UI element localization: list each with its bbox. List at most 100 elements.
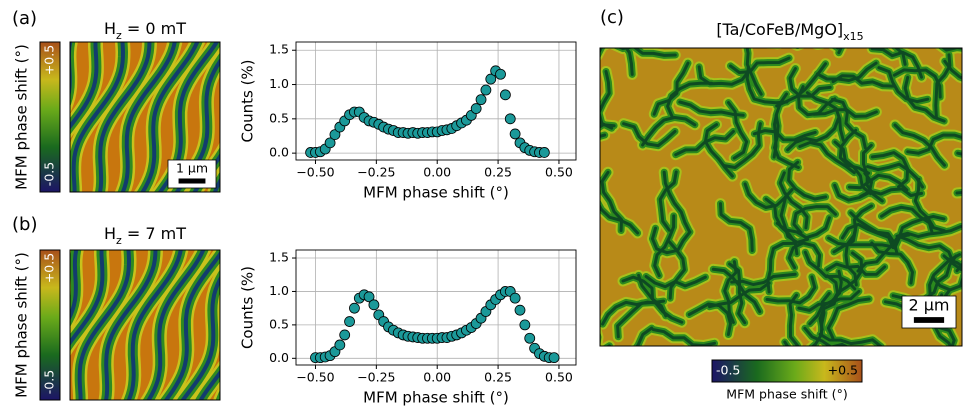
domain [584, 327, 598, 388]
domain [728, 262, 747, 325]
colorbar [39, 41, 61, 193]
colorbar-min: -0.5 [42, 162, 57, 186]
domain [945, 257, 962, 269]
data-point [514, 304, 526, 316]
domain [818, 332, 883, 346]
panel-label: (a) [12, 8, 37, 29]
annotations: (a) Hz = 0 mT +0.5 -0.5 MFM phase shift (°) 1… [12, 7, 957, 407]
domain [641, 116, 697, 147]
domain [622, 122, 677, 148]
colorbar-label: MFM phase shift (°) [726, 387, 847, 402]
domain [787, 160, 828, 201]
x-tick-label: −0.50 [296, 165, 334, 180]
y-tick-label: 1.0 [269, 283, 289, 298]
y-tick-label: 0.5 [269, 316, 289, 331]
data-point [504, 113, 516, 125]
x-tick-label: 0.25 [484, 165, 512, 180]
domain [600, 70, 614, 130]
data-point [524, 332, 536, 344]
colorbar-max: +0.5 [42, 253, 57, 283]
colorbar-max: +0.5 [828, 363, 858, 378]
plot-frame [295, 249, 577, 366]
domain [617, 48, 677, 57]
domain [180, 275, 220, 400]
x-tick-label: 0.50 [545, 165, 573, 180]
data-point [548, 352, 560, 364]
panel-label: (c) [600, 7, 624, 28]
domain [600, 170, 623, 232]
image-frame [69, 249, 221, 401]
domain [765, 275, 817, 305]
data-point [349, 302, 360, 314]
y-tick-label: 1.5 [269, 42, 289, 57]
y-axis-label: Counts (%) [239, 59, 257, 142]
x-tick-label: 0.00 [423, 165, 451, 180]
y-tick-label: 0.0 [269, 145, 289, 160]
domain [727, 101, 749, 160]
data-point [480, 84, 492, 96]
colorbar-max: +0.5 [42, 45, 57, 75]
domain [652, 61, 690, 116]
domain [70, 42, 99, 130]
domain [730, 272, 797, 286]
x-tick-label: 0.00 [423, 370, 451, 385]
data-point [509, 292, 521, 304]
scalebar [178, 178, 206, 184]
domain [146, 250, 206, 400]
colorbar [711, 359, 863, 383]
data-point [324, 137, 336, 149]
scatter-chart: −0.50 −0.25 0.00 0.25 0.50 0.0 0.5 1.0 1.5 MFM ph… [239, 250, 577, 407]
domain [856, 233, 911, 273]
data-point [470, 103, 482, 114]
domain [600, 331, 602, 346]
domain [870, 151, 910, 189]
data-point [475, 94, 487, 106]
x-tick-label: 0.50 [545, 370, 573, 385]
domain [870, 241, 914, 285]
domain [892, 68, 942, 99]
domain [913, 177, 946, 233]
domain [708, 281, 771, 309]
domain [644, 275, 707, 289]
domain [674, 129, 735, 157]
domain [600, 133, 607, 138]
domain [678, 100, 745, 117]
domain [729, 56, 791, 74]
domain [788, 293, 799, 346]
domain [70, 250, 105, 347]
domain [844, 223, 858, 287]
title-rest: = 7 mT [122, 224, 186, 243]
colorbar-label: MFM phase shift (°) [13, 252, 31, 398]
domain [786, 116, 840, 152]
domain [703, 123, 734, 178]
data-point [363, 291, 375, 303]
domain [666, 81, 714, 118]
domain [840, 222, 895, 249]
domain [77, 250, 132, 400]
domain [752, 129, 817, 142]
image-frame [599, 47, 963, 347]
data-point [339, 329, 351, 341]
domain [658, 170, 678, 232]
domain [877, 66, 930, 104]
domain [866, 162, 924, 189]
domain [779, 192, 810, 244]
panel-title: Hz = 7 mT [104, 224, 186, 247]
colorbar-min: -0.5 [42, 370, 57, 394]
domain [600, 203, 640, 235]
domain [862, 143, 884, 203]
domain [931, 275, 962, 292]
domain [831, 74, 896, 88]
domain [722, 122, 762, 169]
domain [723, 260, 738, 324]
image-frame [69, 41, 221, 193]
domain [140, 42, 200, 192]
domain [896, 234, 955, 264]
data-point [334, 339, 346, 351]
domain [895, 225, 962, 238]
panel-label: (b) [12, 214, 37, 235]
domain [803, 326, 849, 346]
domain [825, 262, 887, 276]
domain [621, 275, 668, 318]
